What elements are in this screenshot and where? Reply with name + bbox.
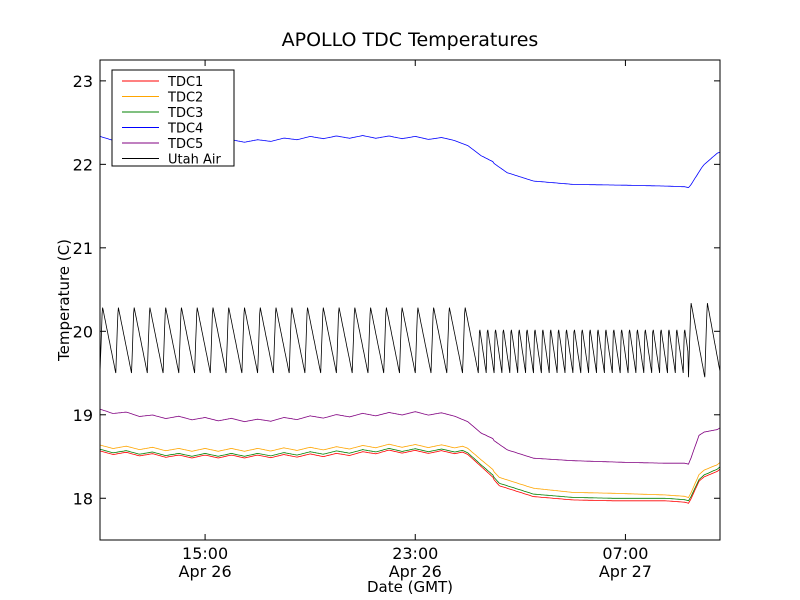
chart-title: APOLLO TDC Temperatures bbox=[282, 29, 539, 51]
plot-frame bbox=[99, 59, 721, 541]
legend-label: Utah Air bbox=[168, 153, 221, 168]
x-tick-time-label: 23:00 bbox=[392, 544, 438, 563]
x-tick-time-label: 15:00 bbox=[182, 544, 228, 563]
x-axis-label: Date (GMT) bbox=[367, 578, 453, 596]
x-tick-date-label: Apr 26 bbox=[179, 562, 232, 581]
legend-label: TDC2 bbox=[167, 91, 203, 106]
y-tick-label: 18 bbox=[73, 489, 93, 508]
legend-label: TDC3 bbox=[167, 106, 203, 121]
legend-label: TDC5 bbox=[167, 137, 203, 152]
series-line-tdc5 bbox=[100, 408, 720, 465]
legend-label: TDC1 bbox=[167, 75, 203, 90]
series-line-tdc1 bbox=[100, 449, 720, 504]
y-tick-label: 20 bbox=[73, 322, 93, 341]
series-line-tdc2 bbox=[100, 443, 720, 498]
x-tick-date-label: Apr 27 bbox=[599, 562, 652, 581]
series-line-utah-air bbox=[100, 303, 720, 378]
series-line-tdc3 bbox=[100, 447, 720, 502]
y-tick-label: 22 bbox=[73, 155, 93, 174]
x-tick-time-label: 07:00 bbox=[602, 544, 648, 563]
y-axis-label: Temperature (C) bbox=[55, 239, 73, 362]
y-tick-label: 23 bbox=[73, 72, 93, 91]
y-tick-label: 21 bbox=[73, 239, 93, 258]
y-tick-label: 19 bbox=[73, 406, 93, 425]
x-tick-date-label: Apr 26 bbox=[389, 562, 442, 581]
legend-box bbox=[111, 69, 235, 167]
legend-label: TDC4 bbox=[167, 122, 203, 137]
